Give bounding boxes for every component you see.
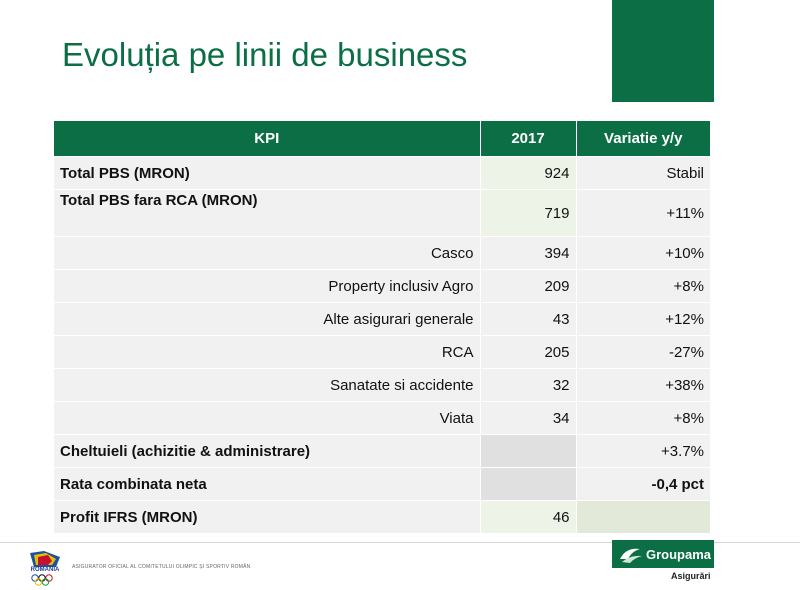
table-row: Casco 394 +10% bbox=[54, 236, 710, 270]
table-row: Viata 34 +8% bbox=[54, 401, 710, 435]
row-label: Cheltuieli (achizitie & administrare) bbox=[54, 434, 481, 468]
row-variation: +8% bbox=[576, 401, 710, 435]
header-kpi: KPI bbox=[54, 121, 481, 157]
row-label: Sanatate si accidente bbox=[54, 368, 481, 402]
row-value: 719 bbox=[480, 189, 577, 237]
row-label: Profit IFRS (MRON) bbox=[54, 500, 481, 533]
row-variation: +3.7% bbox=[576, 434, 710, 468]
row-value: 924 bbox=[480, 156, 577, 190]
table-row: Rata combinata neta -0,4 pct bbox=[54, 467, 710, 501]
row-label: Total PBS fara RCA (MRON) bbox=[54, 189, 481, 237]
row-value: 43 bbox=[480, 302, 577, 336]
romania-olympic-logo bbox=[28, 551, 62, 586]
table-row: Cheltuieli (achizitie & administrare) +3… bbox=[54, 434, 710, 468]
kpi-table: KPI 2017 Variatie y/y Total PBS (MRON) 9… bbox=[54, 121, 710, 533]
row-variation: -27% bbox=[576, 335, 710, 369]
table-row: Alte asigurari generale 43 +12% bbox=[54, 302, 710, 336]
row-value: 205 bbox=[480, 335, 577, 369]
table-row: Property inclusiv Agro 209 +8% bbox=[54, 269, 710, 303]
groupama-sub-label: Asigurări bbox=[671, 571, 711, 581]
groupama-brand-name: Groupama bbox=[646, 546, 712, 562]
row-variation: +8% bbox=[576, 269, 710, 303]
slide-title: Evoluția pe linii de business bbox=[62, 36, 468, 73]
row-variation: -0,4 pct bbox=[576, 467, 710, 501]
table-header-row: KPI 2017 Variatie y/y bbox=[54, 121, 710, 157]
header-2017: 2017 bbox=[480, 121, 577, 157]
row-variation: +12% bbox=[576, 302, 710, 336]
table-row: Profit IFRS (MRON) 46 bbox=[54, 500, 710, 533]
table-row: RCA 205 -27% bbox=[54, 335, 710, 369]
row-value-empty bbox=[480, 467, 577, 501]
row-value: 394 bbox=[480, 236, 577, 270]
row-label: Rata combinata neta bbox=[54, 467, 481, 501]
row-label: RCA bbox=[54, 335, 481, 369]
row-label: Alte asigurari generale bbox=[54, 302, 481, 336]
row-variation: +10% bbox=[576, 236, 710, 270]
row-label: Viata bbox=[54, 401, 481, 435]
row-value: 46 bbox=[480, 500, 577, 533]
table-row: Sanatate si accidente 32 +38% bbox=[54, 368, 710, 402]
row-value: 209 bbox=[480, 269, 577, 303]
decorative-green-square bbox=[612, 0, 714, 102]
groupama-logo: Groupama bbox=[612, 540, 714, 568]
table-row: Total PBS fara RCA (MRON) 719 +11% bbox=[54, 189, 710, 237]
footer-divider bbox=[0, 542, 800, 543]
table-row: Total PBS (MRON) 924 Stabil bbox=[54, 156, 710, 190]
row-label: Total PBS (MRON) bbox=[54, 156, 481, 190]
header-variation: Variatie y/y bbox=[576, 121, 710, 157]
row-variation: +38% bbox=[576, 368, 710, 402]
partner-text: ASIGURATOR OFICIAL AL COMITETULUI OLIMPI… bbox=[72, 564, 251, 570]
row-variation: Stabil bbox=[576, 156, 710, 190]
row-variation: +11% bbox=[576, 189, 710, 237]
row-value-empty bbox=[480, 434, 577, 468]
romania-logo-text: ROMANIA bbox=[30, 567, 60, 573]
groupama-leaf-icon bbox=[620, 548, 642, 563]
row-label: Casco bbox=[54, 236, 481, 270]
row-value: 32 bbox=[480, 368, 577, 402]
row-value: 34 bbox=[480, 401, 577, 435]
row-label: Property inclusiv Agro bbox=[54, 269, 481, 303]
row-variation-empty bbox=[576, 500, 710, 533]
